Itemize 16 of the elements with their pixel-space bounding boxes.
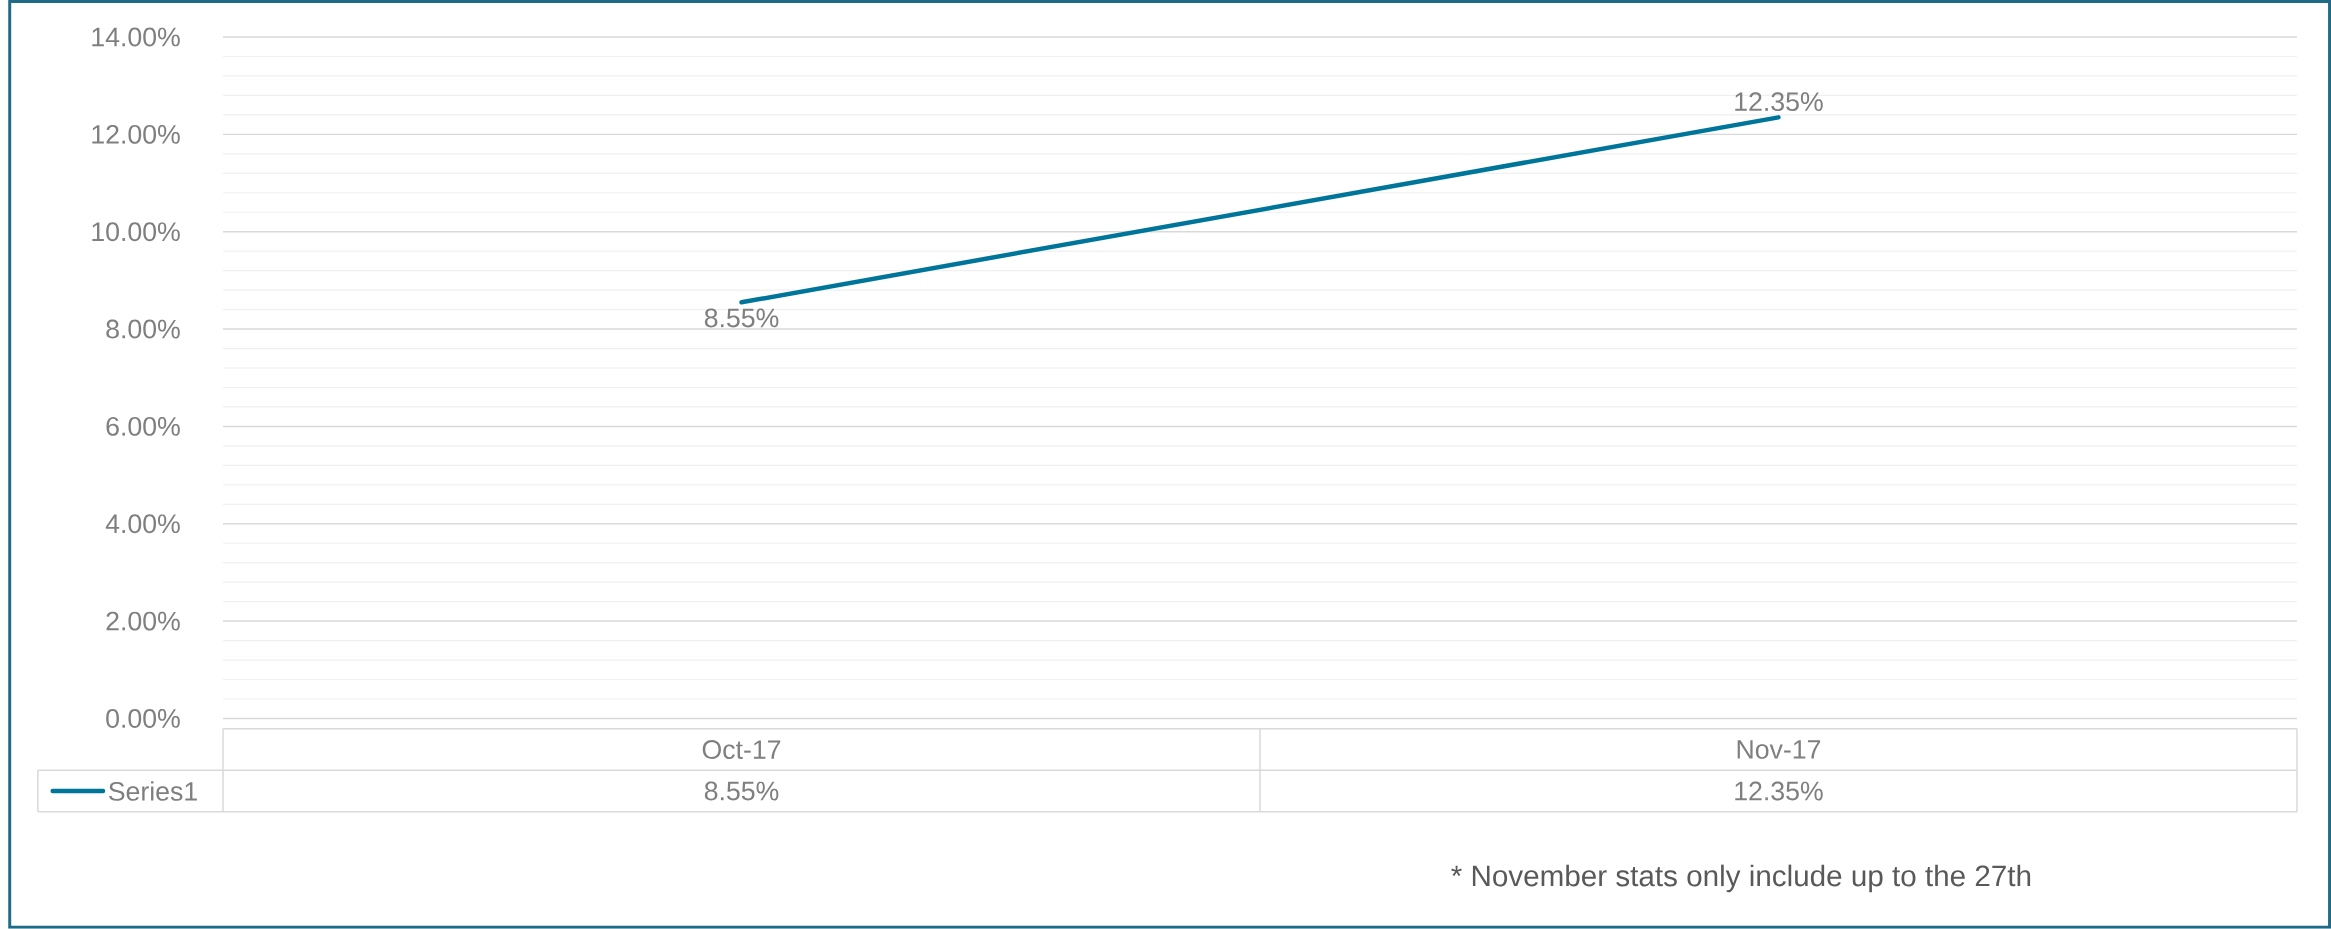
x-tick-label: Oct-17	[702, 740, 781, 760]
text: 12.35%	[1735, 92, 1823, 112]
y-tick-label: 8.00%	[106, 319, 180, 339]
y-tick-label: 6.00%	[106, 417, 180, 436]
text: * November stats only include up to the 27th	[1451, 864, 2031, 893]
data-label: 12.35%	[1735, 781, 1823, 801]
y-tick-label: 2.00%	[106, 611, 180, 631]
y-tick-label: 0.00%	[106, 709, 180, 728]
y-tick-label: 12.00%	[92, 125, 180, 144]
data-label: 8.55%	[704, 781, 779, 801]
y-tick-label: 4.00%	[105, 514, 180, 534]
x-tick-label: Nov-17	[1737, 740, 1821, 759]
legend-label: Series1	[108, 781, 197, 801]
text: 8.55%	[704, 308, 779, 328]
y-tick-label: 10.00%	[92, 222, 180, 242]
y-tick-label: 14.00%	[92, 27, 180, 47]
